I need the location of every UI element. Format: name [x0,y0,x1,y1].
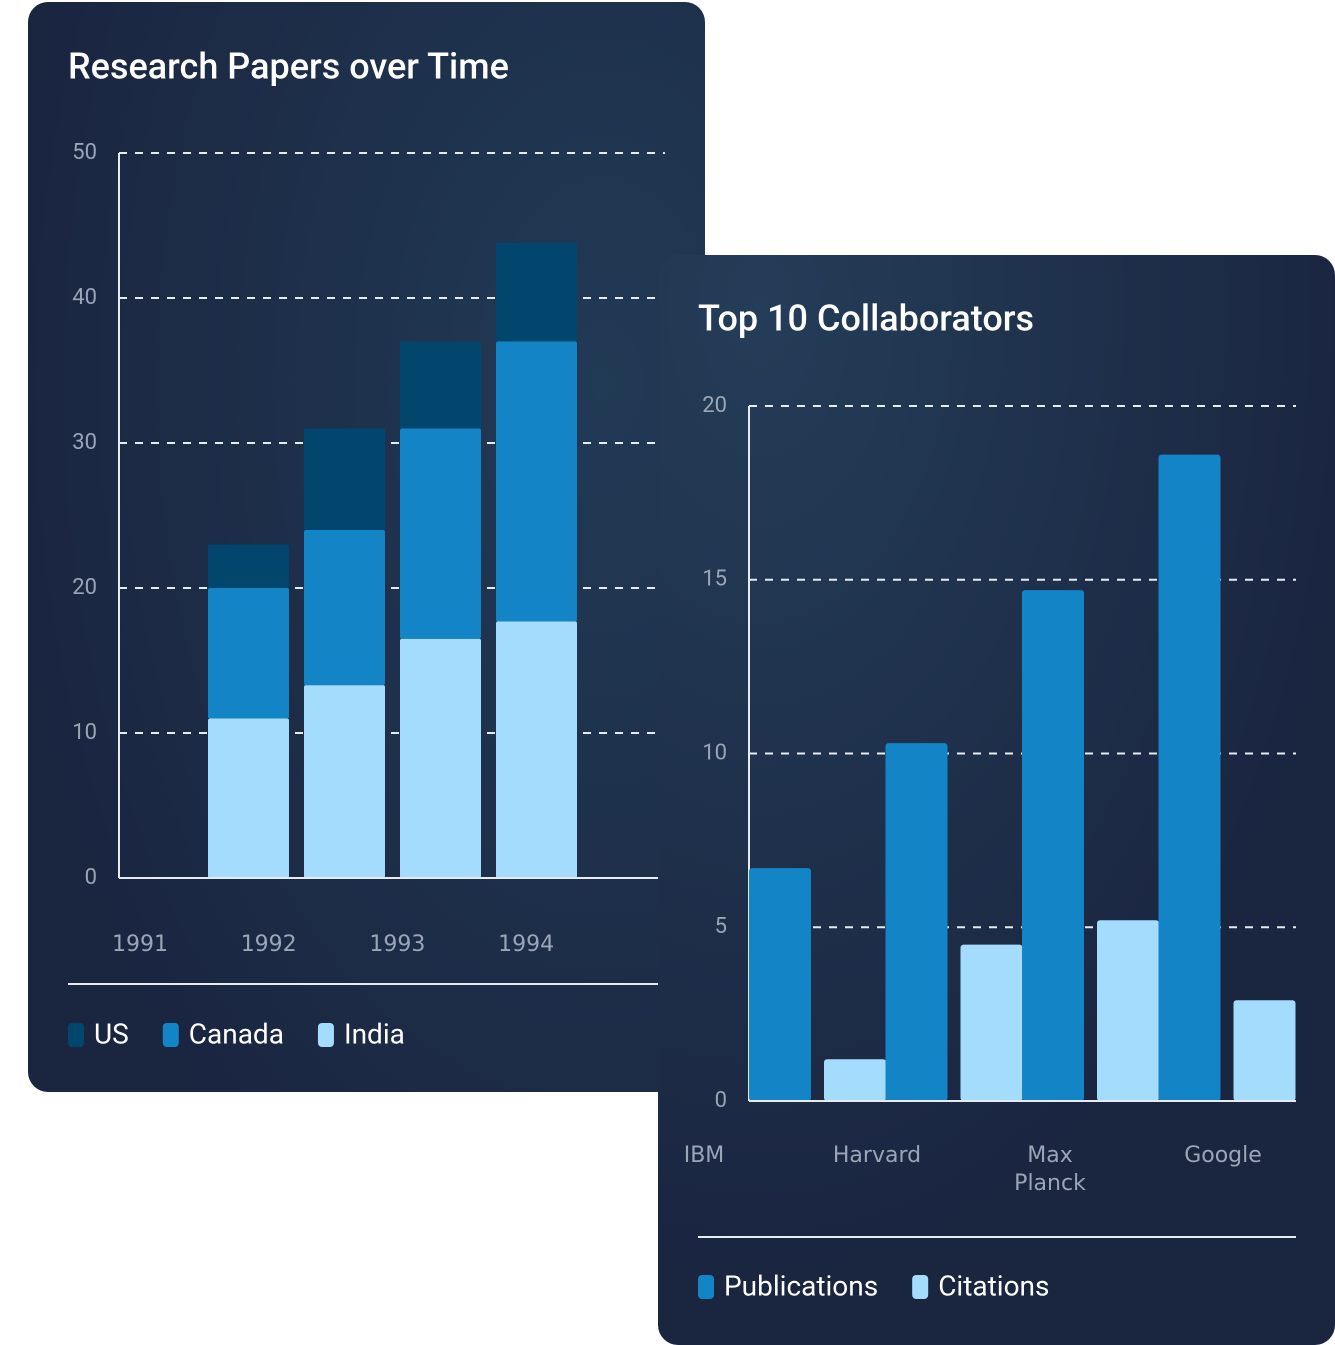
bar-segment [496,242,577,342]
x-tick-label: 1992 [240,932,297,957]
x-tick-label-box: 1991 [112,932,168,957]
y-tick-label: 0 [85,865,97,890]
bar [1097,920,1159,1101]
chart-title: Research Papers over Time [68,46,509,88]
y-tick-label: 5 [715,914,727,939]
legend-swatch [162,1023,179,1047]
legend-label: Canada [189,1017,284,1050]
x-tick-label: Google [1184,1143,1262,1168]
bar [1233,1000,1296,1101]
y-tick-label: 20 [702,393,727,418]
x-tick-label-box: Max Planck [1014,1143,1086,1196]
bar-segment [304,428,385,530]
bar [749,868,811,1101]
x-tick-label-box: IBM [683,1143,725,1168]
y-tick-label: 30 [72,430,97,455]
legend-swatch [912,1275,929,1299]
x-tick-label-box: 1994 [498,932,555,957]
chart-card: Research Papers over Time 0 10 20 30 40 50 1991… [28,2,705,1092]
x-tick-label: 1991 [112,932,168,957]
x-tick-label: IBM [683,1143,725,1168]
bar-segment [496,341,577,622]
bar-segment [208,718,289,878]
x-tick-label: 1994 [498,932,555,957]
chart-title: Top 10 Collaborators [698,298,1034,340]
x-tick-label-box: 1992 [240,932,297,957]
legend-label: India [344,1017,405,1050]
y-tick-label: 10 [72,720,97,745]
bar-segment [304,685,385,878]
y-tick-label: 50 [72,140,97,165]
legend-label: Citations [938,1269,1049,1302]
bar-segment [400,428,481,639]
y-tick-label: 10 [702,740,727,765]
bar-segment [400,341,481,429]
bar [824,1059,886,1101]
y-tick-label: 15 [702,567,727,592]
x-tick-label: Harvard [832,1143,922,1168]
legend-swatch [68,1023,84,1047]
x-tick-label-box: Harvard [832,1143,922,1168]
bar [1022,590,1084,1101]
bar-segment [400,638,481,878]
y-tick-label: 40 [72,285,97,310]
bar [960,944,1023,1101]
y-tick-label: 0 [715,1088,727,1113]
chart-card: Top 10 Collaborators 0 5 10 15 20 IBM Harvard Ma… [658,255,1335,1345]
y-tick-label: 20 [72,575,97,600]
bar-segment [208,588,289,719]
legend-label: US [94,1017,129,1050]
bar [1158,454,1221,1101]
legend-label: Publications [724,1269,878,1302]
legend-swatch [698,1275,714,1299]
bar [885,743,948,1101]
legend-swatch [317,1023,334,1047]
bar-segment [304,530,385,686]
x-tick-label: 1993 [369,932,426,957]
x-tick-label-box: 1993 [369,932,426,957]
bar-segment [208,544,289,588]
x-tick-label-box: Google [1184,1143,1262,1168]
x-tick-label: Max Planck [1014,1143,1086,1196]
bar-segment [496,621,577,878]
